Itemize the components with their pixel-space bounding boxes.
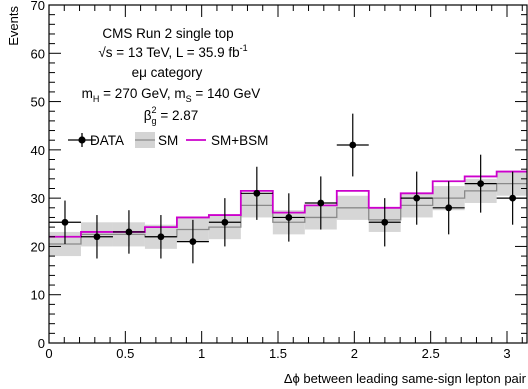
y-tick-label: 30 [31,191,45,206]
y-tick-label: 60 [31,46,45,61]
data-point [49,200,81,245]
legend-label-data: DATA [90,133,124,148]
y-axis-label: Events [6,6,21,46]
annotation-masses: mH = 270 GeV, mS = 140 GeV [82,86,261,104]
data-point [272,193,305,242]
data-marker [381,218,389,226]
sm-bsm-step-line [49,170,527,238]
data-marker [157,233,165,241]
x-tick-label: 0 [45,346,52,361]
data-point [304,176,337,230]
data-marker [349,141,357,149]
data-marker [413,194,421,202]
sm-step-line [49,183,527,245]
y-tick-label: 50 [31,95,45,110]
data-point [240,166,273,220]
data-point [464,154,497,213]
x-axis-label: Δϕ between leading same-sign lepton pair [284,371,527,386]
y-tick-label: 10 [31,288,45,303]
y-tick-label: 40 [31,143,45,158]
legend-label-sm-bsm: SM+BSM [211,133,268,148]
legend-item-sm: SM [135,132,178,148]
plot-area-border [48,4,528,344]
y-tick-label: 0 [38,336,45,351]
annotation-category: eμ category [132,65,203,80]
legend-item-sm-bsm: SM+BSM [186,133,268,148]
data-point [336,113,369,177]
data-points-layer [49,113,527,264]
legend-data-marker [78,136,86,144]
legend-label-sm: SM [158,133,178,148]
data-marker [445,204,453,212]
data-point [176,219,209,264]
data-marker [285,214,293,221]
data-marker [61,218,69,226]
annotation-beta: β2 g = 2.87 [144,105,198,126]
y-tick-label: 70 [31,0,45,13]
x-tick-label: 0.5 [116,346,134,361]
data-marker [189,238,197,246]
energy-sup: -1 [240,43,248,53]
annotation-energy: √s = 13 TeV, L = 35.9 fb-1 [98,43,247,60]
data-point [368,198,401,247]
annotation-block: CMS Run 2 single top √s = 13 TeV, L = 35… [82,26,261,126]
annotation-title: CMS Run 2 single top [102,26,233,41]
data-point [112,210,145,254]
data-marker [253,189,261,197]
data-marker [221,218,229,226]
sm-line-layer [49,183,527,245]
legend-item-data: DATA [68,133,124,148]
x-tick-label: 3 [503,346,510,361]
x-tick-label: 1.5 [269,346,287,361]
data-marker [125,228,133,236]
x-tick-label: 1 [198,346,205,361]
sm-uncertainty-band-layer [49,171,527,257]
energy-text: √s = 13 TeV, L = 35.9 fb [98,45,239,60]
y-tick-label: 20 [31,239,45,254]
data-point [208,198,241,247]
data-marker [477,180,485,188]
data-point [144,215,177,259]
sm-bsm-line-layer [49,170,527,238]
legend: DATA SM SM+BSM [68,132,268,148]
data-point [432,181,465,235]
x-tick-label: 2 [351,346,358,361]
plot-frame [48,4,528,344]
axis-ticks: 0 10 20 30 40 50 60 70 0 0.5 1 1.5 2 2.5 3 [31,0,527,361]
x-tick-label: 2.5 [422,346,440,361]
data-marker [93,233,101,241]
data-point [400,171,433,225]
data-marker [509,194,517,202]
data-marker [317,199,325,207]
data-point [80,215,113,259]
